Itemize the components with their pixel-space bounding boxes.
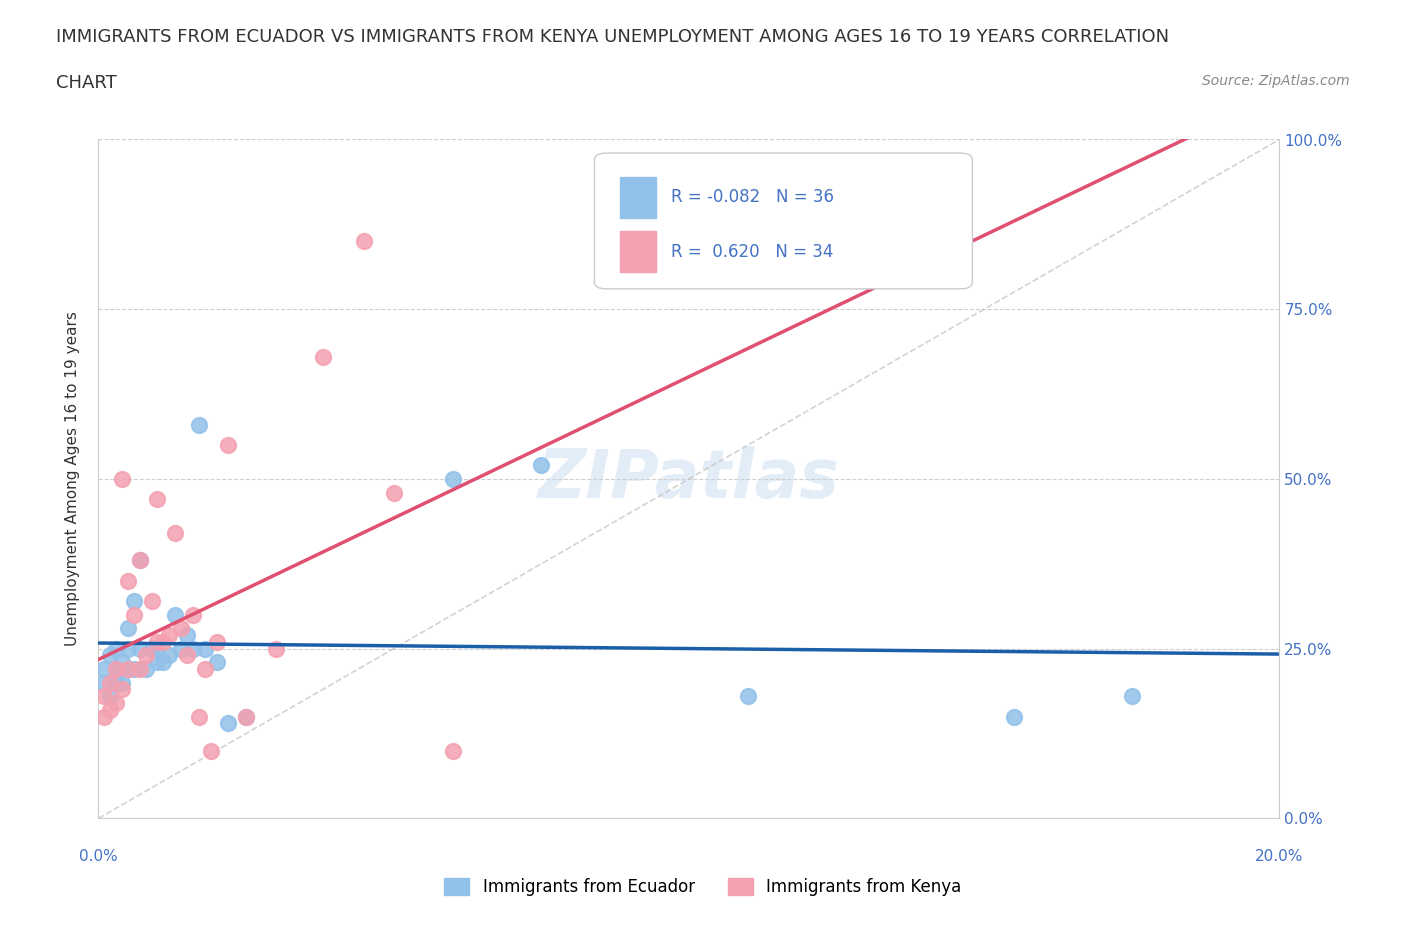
Point [111,655,134,670]
Legend: Immigrants from Ecuador, Immigrants from Kenya: Immigrants from Ecuador, Immigrants from… [437,871,969,903]
Point [105,661,128,676]
Point [170,621,193,636]
Point [165,525,187,540]
Point [122,607,145,622]
Point [122,593,145,608]
Point [353,234,375,249]
Point [98,702,121,717]
Bar [620,232,655,272]
Point [157,628,180,643]
Point [98,648,121,663]
Bar [620,177,655,218]
Point [146,634,169,649]
Text: IMMIGRANTS FROM ECUADOR VS IMMIGRANTS FROM KENYA UNEMPLOYMENT AMONG AGES 16 TO 1: IMMIGRANTS FROM ECUADOR VS IMMIGRANTS FR… [56,28,1170,46]
Y-axis label: Unemployment Among Ages 16 to 19 years: Unemployment Among Ages 16 to 19 years [65,312,80,646]
Point [382,485,405,500]
Point [141,642,163,657]
Point [117,621,139,636]
FancyBboxPatch shape [595,153,973,289]
Point [217,437,239,452]
Point [170,642,193,657]
Point [128,661,150,676]
Point [135,648,157,663]
Point [98,689,121,704]
Point [93,710,115,724]
Point [165,607,187,622]
Point [117,661,139,676]
Point [141,593,163,608]
Text: R = -0.082   N = 36: R = -0.082 N = 36 [671,188,834,206]
Text: ZIPatlas: ZIPatlas [538,446,839,512]
Text: Source: ZipAtlas.com: Source: ZipAtlas.com [1202,74,1350,88]
Point [181,607,204,622]
Point [111,682,134,697]
Point [187,418,209,432]
Point [93,661,115,676]
Point [205,655,228,670]
Point [194,661,217,676]
Point [117,642,139,657]
Point [98,675,121,690]
Point [200,743,222,758]
Point [117,573,139,589]
Point [93,689,115,704]
Point [181,642,204,657]
Point [111,675,134,690]
Point [146,655,169,670]
Point [737,689,759,704]
Point [111,472,134,486]
Text: 0.0%: 0.0% [79,849,118,864]
Point [235,710,257,724]
Point [235,710,257,724]
Point [441,472,464,486]
Point [176,648,198,663]
Point [117,661,139,676]
Text: R =  0.620   N = 34: R = 0.620 N = 34 [671,243,834,260]
Point [135,661,157,676]
Point [105,675,128,690]
Point [128,553,150,568]
Point [205,634,228,649]
Point [105,696,128,711]
Point [105,642,128,657]
Point [105,661,128,676]
Text: 20.0%: 20.0% [1256,849,1303,864]
Point [152,655,174,670]
Point [152,634,174,649]
Point [122,661,145,676]
Point [146,492,169,507]
Text: CHART: CHART [56,74,117,92]
Point [93,675,115,690]
Point [1002,710,1025,724]
Point [157,648,180,663]
Point [441,743,464,758]
Point [217,716,239,731]
Point [128,642,150,657]
Point [128,553,150,568]
Point [194,642,217,657]
Point [146,642,169,657]
Point [264,642,287,657]
Point [176,628,198,643]
Point [312,350,335,365]
Point [1121,689,1143,704]
Point [187,710,209,724]
Point [530,458,553,472]
